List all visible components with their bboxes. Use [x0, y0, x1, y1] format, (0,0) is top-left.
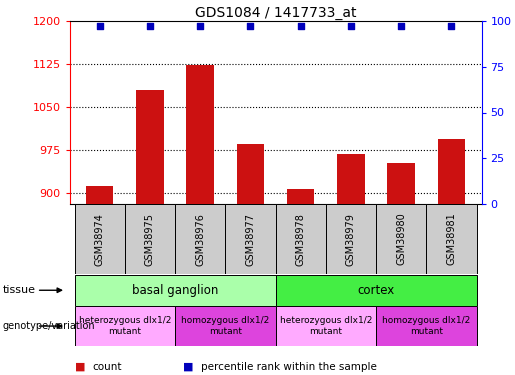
Bar — [175, 306, 276, 346]
Bar — [175, 204, 225, 274]
Point — [246, 23, 254, 29]
Bar — [287, 189, 315, 204]
Title: GDS1084 / 1417733_at: GDS1084 / 1417733_at — [195, 6, 356, 20]
Text: homozygous dlx1/2
mutant: homozygous dlx1/2 mutant — [382, 316, 470, 336]
Point — [447, 23, 455, 29]
Bar — [125, 204, 175, 274]
Text: GSM38975: GSM38975 — [145, 213, 155, 266]
Bar — [438, 140, 465, 204]
Bar — [75, 204, 125, 274]
Text: GSM38980: GSM38980 — [396, 213, 406, 266]
Bar — [276, 306, 376, 346]
Text: GSM38977: GSM38977 — [246, 213, 255, 266]
Bar — [86, 186, 113, 204]
Bar — [136, 90, 164, 204]
Text: heterozygous dlx1/2
mutant: heterozygous dlx1/2 mutant — [280, 316, 372, 336]
Point — [96, 23, 104, 29]
Point — [297, 23, 305, 29]
Bar — [376, 306, 476, 346]
Point — [196, 23, 204, 29]
Bar — [376, 204, 426, 274]
Bar — [426, 204, 476, 274]
Text: GSM38976: GSM38976 — [195, 213, 205, 266]
Bar — [75, 275, 276, 306]
Bar — [75, 306, 175, 346]
Text: ■: ■ — [75, 362, 85, 372]
Bar — [236, 144, 264, 204]
Bar — [225, 204, 276, 274]
Text: GSM38974: GSM38974 — [95, 213, 105, 266]
Text: count: count — [93, 362, 122, 372]
Bar — [186, 65, 214, 204]
Bar — [276, 204, 326, 274]
Bar — [276, 275, 476, 306]
Text: basal ganglion: basal ganglion — [132, 284, 218, 297]
Text: ■: ■ — [183, 362, 193, 372]
Bar — [326, 204, 376, 274]
Point — [397, 23, 405, 29]
Text: GSM38978: GSM38978 — [296, 213, 305, 266]
Text: genotype/variation: genotype/variation — [3, 321, 95, 331]
Text: homozygous dlx1/2
mutant: homozygous dlx1/2 mutant — [181, 316, 269, 336]
Point — [347, 23, 355, 29]
Text: GSM38981: GSM38981 — [447, 213, 456, 266]
Text: cortex: cortex — [357, 284, 394, 297]
Point — [146, 23, 154, 29]
Text: tissue: tissue — [3, 285, 36, 295]
Bar — [337, 154, 365, 204]
Text: percentile rank within the sample: percentile rank within the sample — [201, 362, 377, 372]
Text: GSM38979: GSM38979 — [346, 213, 356, 266]
Bar — [387, 163, 415, 204]
Text: heterozygous dlx1/2
mutant: heterozygous dlx1/2 mutant — [79, 316, 171, 336]
